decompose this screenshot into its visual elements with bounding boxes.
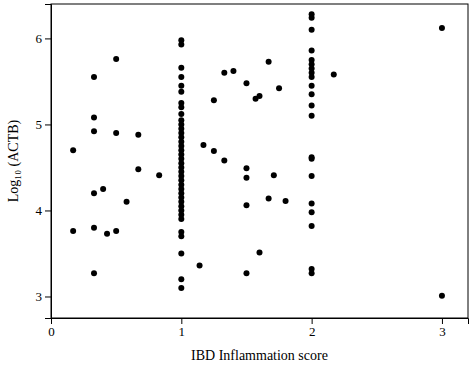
y-tick: 4 [36,203,52,218]
x-tick-label: 2 [309,324,316,339]
point [439,25,445,31]
point [257,250,263,256]
point [124,199,130,205]
y-tick: 3 [36,289,52,304]
x-tick: 0 [48,318,55,339]
point [257,93,263,99]
point [178,83,184,89]
point [70,228,76,234]
point [135,132,141,138]
point [309,103,315,109]
point [91,225,97,231]
x-tick: 2 [309,318,316,339]
point [113,228,119,234]
point [135,166,141,172]
x-tick-label: 1 [179,324,186,339]
y-axis-line [45,5,52,319]
point [309,113,315,119]
x-tick: 3 [439,318,446,339]
point [221,70,227,76]
point [178,74,184,80]
point [243,175,249,181]
point [230,68,236,74]
y-tick-label: 3 [36,289,43,304]
point [243,80,249,86]
point [243,202,249,208]
y-tick-label: 6 [36,31,43,46]
y-axis-title: Log₁₀ (ACTB) [6,119,22,202]
point [309,223,315,229]
point [178,65,184,71]
plot-frame [51,4,468,318]
point [221,158,227,164]
point [309,270,315,276]
point [309,83,315,89]
x-axis: 0 1 2 3 [48,318,468,339]
point [178,276,184,282]
y-tick: 6 [36,31,52,46]
point [178,89,184,95]
y-tick-mark [45,38,51,39]
x-tick-mark [312,318,313,324]
point [309,47,315,53]
point [211,97,217,103]
point [243,270,249,276]
point [211,148,217,154]
point [178,216,184,222]
point [200,142,206,148]
x-tick-mark [181,318,182,324]
point [309,74,315,80]
point [309,173,315,179]
point [309,27,315,33]
x-tick-label: 3 [439,324,446,339]
point [178,104,184,110]
point [309,156,315,162]
y-tick-mark [45,124,51,125]
point [276,85,282,91]
point [178,233,184,239]
point [91,270,97,276]
point [309,201,315,207]
point [91,74,97,80]
x-tick: 1 [179,318,186,339]
point [178,41,184,47]
point [266,195,272,201]
point [178,250,184,256]
point [309,91,315,97]
point [309,15,315,21]
point [331,72,337,78]
point [266,59,272,65]
point [309,209,315,215]
y-axis: 3 4 5 6 [36,5,52,319]
point [91,128,97,134]
points [70,11,445,298]
point [197,263,203,269]
point [70,147,76,153]
point [156,172,162,178]
chart: 0 1 2 3 3 4 5 6 IBD Inflammation score Log₁₀ (ACT… [0,0,475,370]
x-tick-label: 0 [48,324,55,339]
point [271,172,277,178]
x-axis-title: IBD Inflammation score [191,348,328,363]
y-tick: 5 [36,117,52,132]
point [91,190,97,196]
point [243,165,249,171]
point [178,111,184,117]
y-tick-label: 5 [36,117,43,132]
point [104,231,110,237]
point [91,115,97,121]
x-tick-mark [442,318,443,324]
y-tick-mark [45,296,51,297]
point [439,293,445,299]
point [113,130,119,136]
point [113,56,119,62]
y-tick-label: 4 [36,203,43,218]
point [283,198,289,204]
point [178,285,184,291]
x-axis-line [52,319,469,325]
point [100,186,106,192]
y-tick-mark [45,210,51,211]
